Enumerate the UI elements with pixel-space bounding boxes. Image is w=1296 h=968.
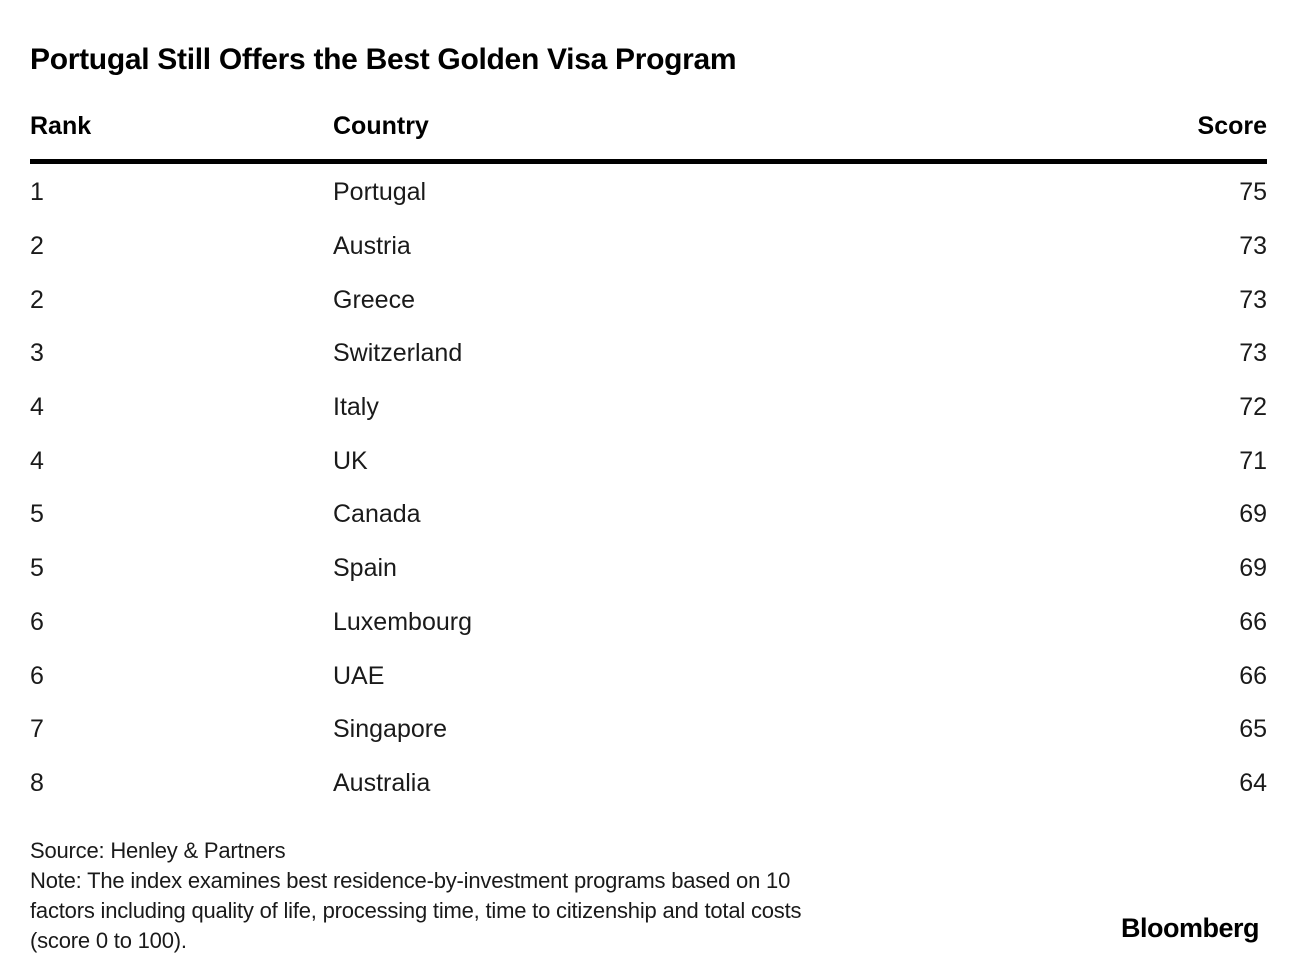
table-row: 6 Luxembourg 66 [30, 596, 1267, 650]
country-cell: Australia [333, 768, 431, 797]
country-cell: Spain [333, 554, 397, 583]
score-cell: 73 [1239, 232, 1267, 261]
score-cell: 64 [1239, 768, 1267, 797]
rank-cell: 5 [30, 500, 44, 529]
country-cell: Singapore [333, 715, 447, 744]
country-cell: Greece [333, 285, 415, 314]
column-header-score: Score [1197, 112, 1267, 140]
rank-cell: 6 [30, 607, 44, 636]
score-cell: 71 [1239, 446, 1267, 475]
rank-cell: 4 [30, 393, 44, 422]
table-row: 1 Portugal 75 [30, 166, 1267, 220]
country-cell: Switzerland [333, 339, 463, 368]
footer: Source: Henley & Partners Note: The inde… [30, 836, 1267, 956]
score-cell: 66 [1239, 661, 1267, 690]
rank-cell: 8 [30, 768, 44, 797]
table-row: 5 Canada 69 [30, 488, 1267, 542]
country-cell: Portugal [333, 178, 427, 207]
column-header-country: Country [333, 112, 429, 140]
score-cell: 66 [1239, 607, 1267, 636]
score-cell: 73 [1239, 285, 1267, 314]
rank-cell: 1 [30, 178, 44, 207]
score-cell: 72 [1239, 393, 1267, 422]
table-row: 2 Austria 73 [30, 220, 1267, 274]
country-cell: Canada [333, 500, 421, 529]
table-row: 2 Greece 73 [30, 273, 1267, 327]
country-cell: UK [333, 446, 368, 475]
score-cell: 75 [1239, 178, 1267, 207]
rank-cell: 7 [30, 715, 44, 744]
table-row: 7 Singapore 65 [30, 703, 1267, 757]
table-row: 4 UK 71 [30, 434, 1267, 488]
table-row: 3 Switzerland 73 [30, 327, 1267, 381]
table-row: 8 Australia 64 [30, 757, 1267, 811]
source-text: Source: Henley & Partners [30, 838, 286, 864]
rank-cell: 4 [30, 446, 44, 475]
table-row: 6 UAE 66 [30, 649, 1267, 703]
rank-cell: 3 [30, 339, 44, 368]
score-cell: 65 [1239, 715, 1267, 744]
note-line-2: factors including quality of life, proce… [30, 898, 802, 924]
country-cell: Italy [333, 393, 379, 422]
table-header-row: Rank Country Score [30, 112, 1267, 164]
country-cell: UAE [333, 661, 385, 690]
country-cell: Luxembourg [333, 607, 472, 636]
note-line-3: (score 0 to 100). [30, 928, 187, 954]
score-cell: 69 [1239, 500, 1267, 529]
bloomberg-logo: Bloomberg [1120, 913, 1260, 943]
chart-title: Portugal Still Offers the Best Golden Vi… [30, 43, 737, 76]
rank-cell: 2 [30, 285, 44, 314]
table-body: 1 Portugal 75 2 Austria 73 2 Greece 73 3… [30, 166, 1267, 810]
note-line-1: Note: The index examines best residence-… [30, 868, 791, 894]
rank-cell: 2 [30, 232, 44, 261]
table-row: 5 Spain 69 [30, 542, 1267, 596]
rank-cell: 5 [30, 554, 44, 583]
country-cell: Austria [333, 232, 411, 261]
column-header-rank: Rank [30, 112, 92, 140]
score-cell: 69 [1239, 554, 1267, 583]
table-row: 4 Italy 72 [30, 381, 1267, 435]
rank-cell: 6 [30, 661, 44, 690]
score-cell: 73 [1239, 339, 1267, 368]
